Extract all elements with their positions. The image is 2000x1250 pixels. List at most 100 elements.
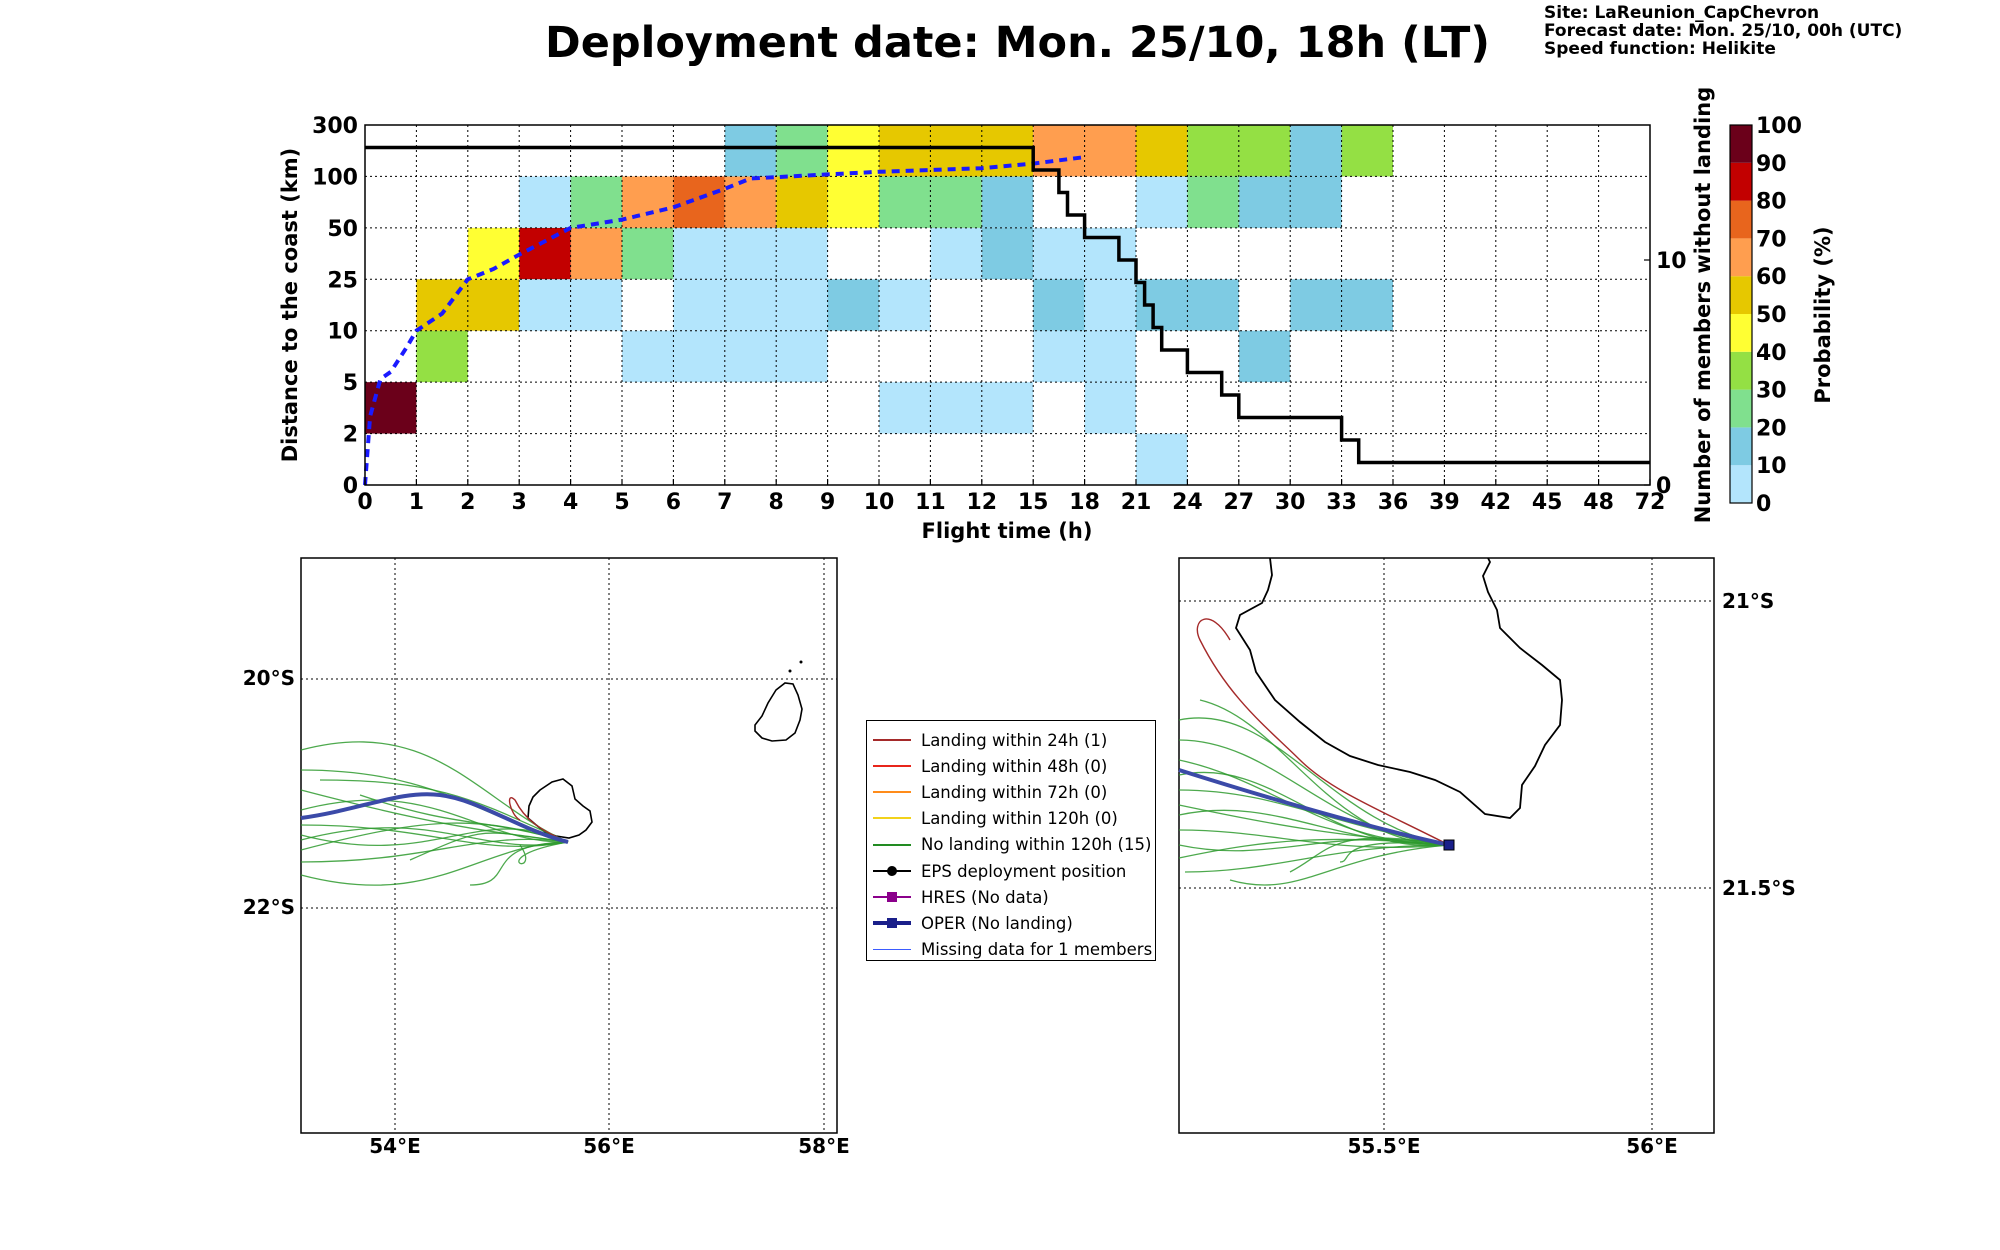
y-tick-3: 10 — [327, 320, 358, 345]
x-tick-11: 11 — [915, 490, 946, 515]
legend-item-6: HRES (No data) — [873, 884, 1049, 910]
x-tick-1: 1 — [409, 490, 424, 515]
x-tick-9: 9 — [820, 490, 835, 515]
heatmap-cell-7 — [673, 227, 828, 280]
legend-swatch-8 — [873, 940, 911, 960]
colorbar-segment-7 — [1730, 200, 1752, 239]
legend-swatch-4 — [873, 835, 911, 855]
legend-label-7: OPER (No landing) — [921, 913, 1073, 933]
legend-label-0: Landing within 24h (1) — [921, 730, 1108, 750]
trajectory-legend: Landing within 24h (1) Landing within 48h… — [866, 720, 1156, 961]
heatmap-cell-26 — [570, 176, 622, 228]
legend-swatch-3 — [873, 809, 911, 829]
heatmap-cells — [365, 125, 1393, 485]
x-tick-3: 3 — [512, 490, 527, 515]
heatmap-cell-15 — [1033, 279, 1085, 331]
heatmap-cell-21 — [1238, 330, 1291, 383]
no-landing-track-3 — [300, 799, 569, 843]
heatmap-cell-37 — [724, 125, 777, 177]
heatmap-cell-4 — [519, 227, 571, 280]
x-tick-5: 5 — [614, 490, 629, 515]
heatmap-cell-39 — [827, 125, 879, 177]
x-tick-13: 15 — [1018, 490, 1049, 515]
no-landing-track-6 — [300, 822, 569, 851]
zoom-no-landing-track-2 — [1178, 759, 1450, 846]
zoom-no-landing-track-7 — [1178, 829, 1450, 849]
heatmap-cell-1 — [416, 330, 468, 383]
colorbar-frame — [1729, 124, 1753, 504]
landing-24h-track — [508, 797, 569, 843]
heatmap-cell-3 — [467, 227, 520, 280]
no-landing-track-11 — [359, 794, 569, 843]
colorbar-tick-0: 0 — [1756, 492, 1771, 517]
zoom-no-landing-track-10 — [1184, 844, 1450, 873]
legend-swatch-1 — [873, 756, 911, 776]
legend-label-6: HRES (No data) — [921, 887, 1049, 907]
legend-label-5: EPS deployment position — [921, 861, 1127, 881]
zoom-no-landing-track-6 — [1178, 809, 1450, 846]
heatmap-cell-38 — [776, 125, 828, 177]
heatmap-cell-6 — [622, 227, 674, 280]
no-landing-track-9 — [300, 827, 569, 846]
heatmap-cell-42 — [1136, 125, 1188, 177]
heatmap-grid — [365, 125, 1650, 485]
median-distance-line — [363, 155, 1085, 486]
heatmap-cell-34 — [1136, 176, 1188, 228]
y2-axis-label: Number of members without landing — [1691, 87, 1715, 524]
map-left-xtick-1: 56°E — [583, 1134, 635, 1158]
mauritius-island-outline — [754, 682, 803, 742]
heatmap-cell-31 — [827, 176, 879, 228]
colorbar-tick-4: 40 — [1756, 341, 1787, 366]
legend-swatch-2 — [873, 782, 911, 802]
no-landing-track-5 — [300, 828, 569, 847]
map-left-xtick-2: 58°E — [798, 1134, 850, 1158]
y-tick-5: 50 — [327, 217, 358, 242]
probability-heatmap-chart: 0 1 2 3 4 5 6 7 8 9 10 11 12 15 18 21 24 27 30 33 36 39 42 45 48… — [278, 87, 1835, 543]
x-tick-21: 39 — [1429, 490, 1460, 515]
heatmap-cell-30 — [776, 176, 828, 228]
heatmap-cell-44 — [1290, 125, 1342, 177]
colorbar-tick-10: 100 — [1756, 114, 1802, 139]
heatmap-cell-28 — [673, 176, 725, 228]
zoom-no-landing-track-5 — [1178, 804, 1450, 846]
y2-tick-1: 10 — [1656, 249, 1687, 274]
heatmap-cell-8 — [930, 227, 982, 280]
heatmap-cell-24 — [1136, 433, 1188, 485]
legend-swatch-5 — [873, 861, 911, 881]
legend-item-0: Landing within 24h (1) — [873, 727, 1107, 753]
legend-item-1: Landing within 48h (0) — [873, 753, 1107, 779]
colorbar-tick-7: 70 — [1756, 227, 1787, 252]
heatmap-cell-27 — [622, 176, 674, 228]
no-landing-track-2 — [300, 789, 569, 843]
zoom-no-landing-track-12 — [1289, 837, 1450, 873]
heatmap-lines — [363, 145, 1650, 486]
heatmap-cell-35 — [1187, 176, 1239, 228]
y-tick-7: 300 — [312, 114, 358, 139]
map-right-ytick-1: 21.5°S — [1722, 876, 1796, 900]
colorbar-tick-9: 90 — [1756, 152, 1787, 177]
no-landing-track-7 — [300, 838, 569, 863]
legend-label-2: Landing within 72h (0) — [921, 782, 1108, 802]
forecast-date-info: Forecast date: Mon. 25/10, 00h (UTC) — [1544, 21, 1903, 41]
heatmap-cell-9 — [981, 227, 1034, 280]
colorbar-label: Probability (%) — [1811, 226, 1835, 403]
colorbar-segment-9 — [1730, 125, 1752, 163]
legend-item-7: OPER (No landing) — [873, 910, 1073, 936]
colorbar-segment-0 — [1730, 465, 1752, 503]
map-left: 54°E 56°E 58°E 20°S 22°S — [243, 557, 850, 1158]
legend-label-8: Missing data for 1 members — [921, 940, 1153, 960]
heatmap-cell-40 — [879, 125, 1034, 177]
map-left-ytick-1: 22°S — [243, 895, 295, 919]
y-tick-6: 100 — [312, 165, 358, 190]
colorbar-tick-6: 60 — [1756, 265, 1787, 290]
colorbar-segment-1 — [1730, 427, 1752, 466]
x-tick-7: 7 — [717, 490, 732, 515]
colorbar-tick-5: 50 — [1756, 303, 1787, 328]
x-tick-10: 10 — [864, 490, 895, 515]
colorbar-segment-3 — [1730, 351, 1752, 390]
colorbar-segment-6 — [1730, 238, 1752, 277]
zoom-landing-24h-track — [1196, 618, 1450, 846]
reunion-island-outline — [527, 778, 593, 839]
map-right-ytick-0: 21°S — [1722, 589, 1774, 613]
x-tick-22: 42 — [1480, 490, 1511, 515]
